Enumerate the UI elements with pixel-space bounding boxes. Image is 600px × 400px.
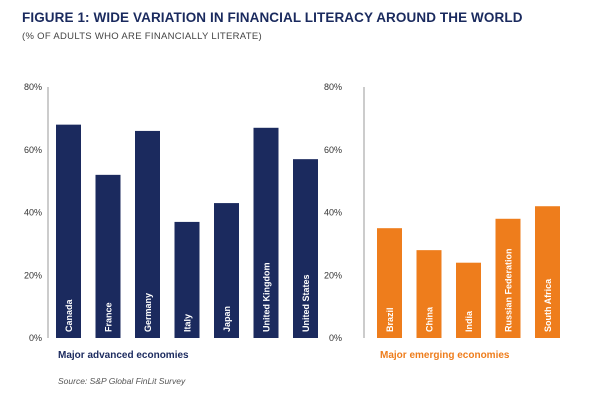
advanced-bar-label-united-kingdom: United Kingdom xyxy=(262,263,272,333)
emerging-bar-russian-federation xyxy=(495,218,521,338)
advanced-ytick-label: 80% xyxy=(24,82,42,92)
source-note: Source: S&P Global FinLit Survey xyxy=(58,376,186,386)
emerging-ytick-label: 80% xyxy=(324,82,342,92)
figure-subtitle: (% OF ADULTS WHO ARE FINANCIALLY LITERAT… xyxy=(22,31,262,42)
emerging-ytick-label: 40% xyxy=(324,208,342,218)
advanced-ytick-label: 40% xyxy=(24,208,42,218)
advanced-bar-label-japan: Japan xyxy=(222,306,232,332)
emerging-bar-label-south-africa: South Africa xyxy=(543,278,553,332)
emerging-bar-label-china: China xyxy=(425,306,435,332)
emerging-bar-india xyxy=(456,262,481,338)
advanced-bar-label-italy: Italy xyxy=(183,314,193,332)
emerging-bar-south-africa xyxy=(535,206,560,338)
advanced-bar-france xyxy=(95,174,121,338)
advanced-bar-germany xyxy=(135,130,160,338)
figure-title: FIGURE 1: WIDE VARIATION IN FINANCIAL LI… xyxy=(22,10,523,25)
emerging-ytick-label: 60% xyxy=(324,145,342,155)
emerging-bar-brazil xyxy=(377,228,402,338)
emerging-ytick-label: 20% xyxy=(324,270,342,280)
advanced-bar-label-france: France xyxy=(104,302,114,332)
advanced-bar-label-canada: Canada xyxy=(64,298,74,332)
advanced-bar-japan xyxy=(214,203,239,338)
advanced-bar-united-states xyxy=(293,159,318,338)
emerging-ytick-label: 0% xyxy=(329,333,342,343)
advanced-bar-label-united-states: United States xyxy=(301,274,311,332)
emerging-bar-label-russian-federation: Russian Federation xyxy=(504,248,514,332)
advanced-bar-united-kingdom xyxy=(253,127,279,338)
advanced-ytick-label: 0% xyxy=(29,333,42,343)
emerging-group-label: Major emerging economies xyxy=(380,350,510,361)
emerging-bar-china xyxy=(416,250,442,338)
advanced-bar-label-germany: Germany xyxy=(143,293,153,332)
advanced-bar-italy xyxy=(174,221,200,338)
emerging-bar-label-brazil: Brazil xyxy=(385,307,395,332)
advanced-ytick-label: 20% xyxy=(24,270,42,280)
advanced-bar-canada xyxy=(56,124,81,339)
advanced-ytick-label: 60% xyxy=(24,145,42,155)
emerging-bar-label-india: India xyxy=(464,310,474,332)
advanced-group-label: Major advanced economies xyxy=(58,350,189,361)
